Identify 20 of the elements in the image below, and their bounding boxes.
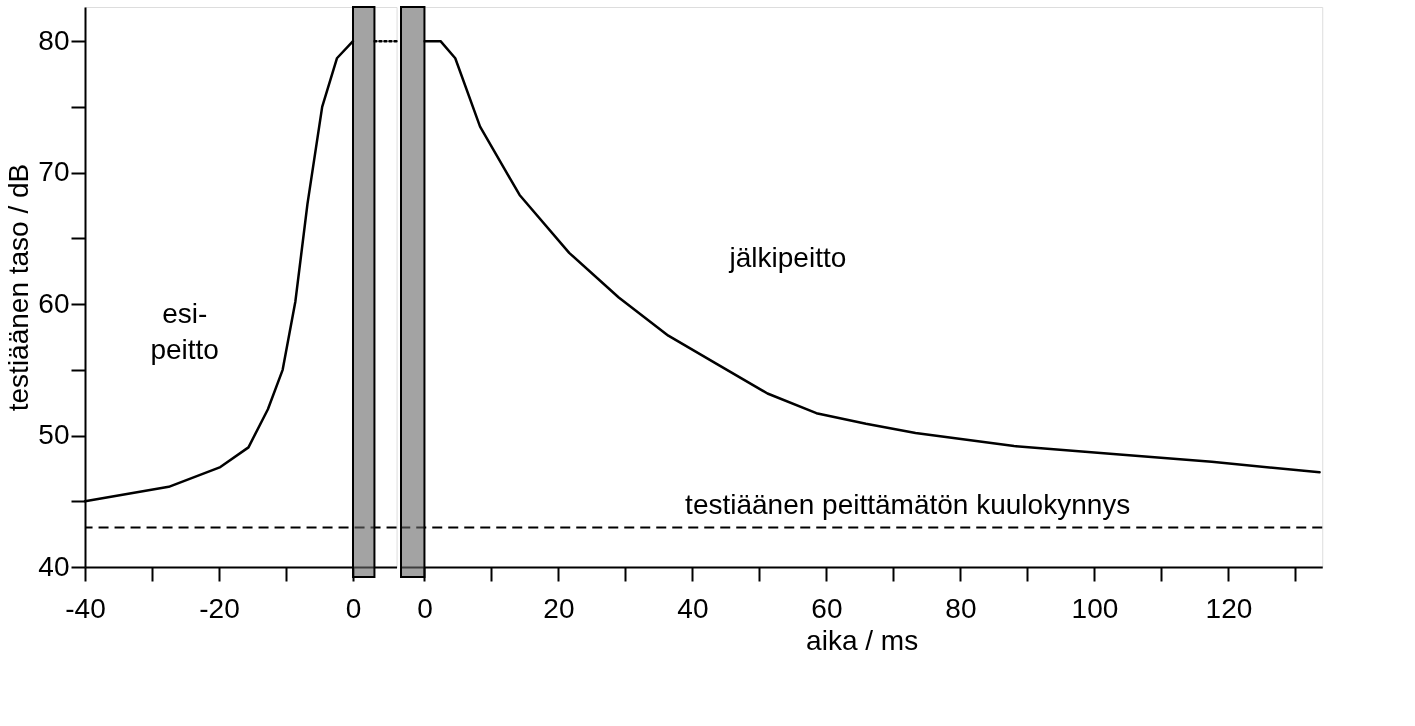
x-tick-label: -40 (65, 592, 106, 624)
x-tick-label: 0 (345, 592, 362, 624)
x-tick-label: 100 (1071, 592, 1119, 624)
x-tick-label: 0 (417, 592, 433, 624)
y-tick-label: 60 (38, 287, 70, 319)
x-tick-label: -20 (199, 592, 240, 624)
y-tick-label: 80 (38, 24, 70, 56)
annotation: jälkipeitto (728, 242, 847, 273)
x-tick-label: 60 (811, 592, 843, 624)
x-tick-label: 40 (677, 592, 709, 624)
y-axis-title: testiäänen taso / dB (3, 163, 35, 412)
x-tick-label: 20 (543, 592, 575, 624)
annotation: esi- peitto (150, 298, 219, 365)
y-tick-label: 70 (38, 156, 70, 188)
ref-line-label: testiäänen peittämätön kuulokynnys (685, 488, 1131, 520)
x-tick-label: 120 (1205, 592, 1253, 624)
y-tick-label: 40 (38, 550, 70, 582)
y-tick-label: 50 (38, 419, 70, 451)
x-axis-title: aika / ms (806, 624, 919, 656)
x-tick-label: 80 (945, 592, 977, 624)
